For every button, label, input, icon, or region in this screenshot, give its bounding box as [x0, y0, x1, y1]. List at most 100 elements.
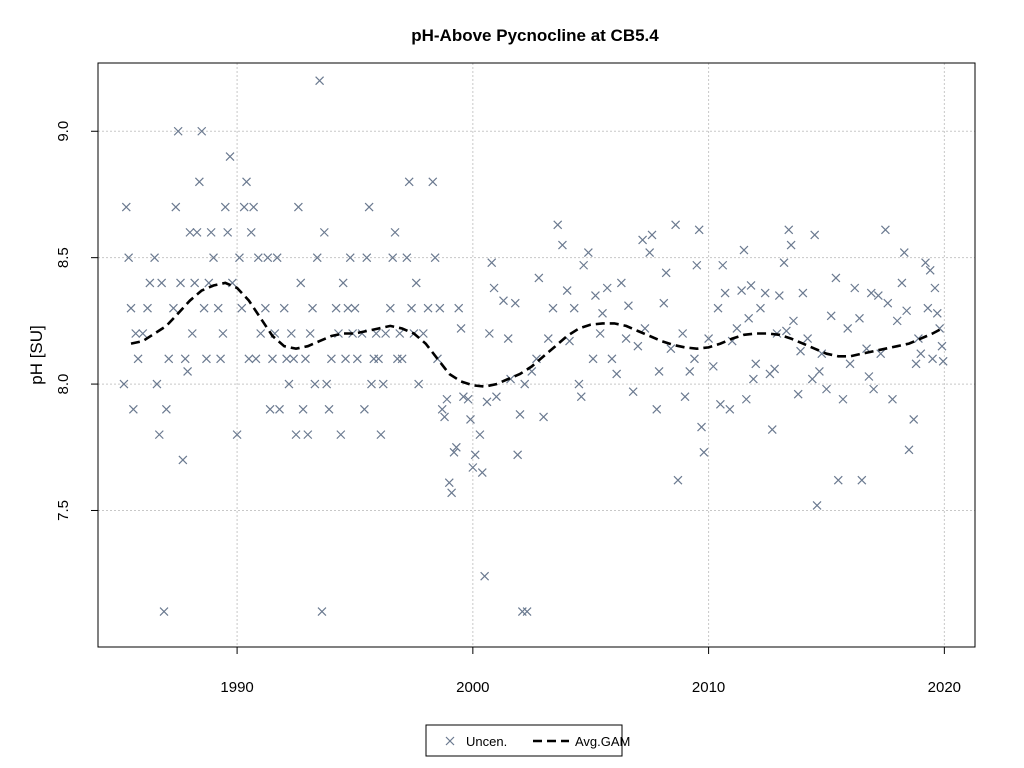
data-point — [470, 450, 480, 460]
data-point — [466, 415, 475, 424]
data-point — [468, 463, 478, 472]
data-point — [145, 278, 155, 288]
data-point — [242, 177, 251, 187]
data-point — [897, 278, 907, 288]
data-point — [510, 298, 520, 308]
data-point — [633, 341, 643, 351]
data-point — [652, 404, 662, 414]
y-axis: 7.5 8.0 8.5 9.0 — [55, 121, 98, 521]
data-point — [513, 450, 523, 460]
data-point — [767, 425, 777, 435]
data-point — [143, 303, 152, 313]
data-point — [562, 286, 572, 295]
data-point — [284, 379, 294, 389]
data-point — [746, 281, 756, 290]
data-point — [489, 283, 499, 293]
data-point — [876, 349, 886, 359]
legend-box — [425, 724, 623, 757]
data-point — [756, 303, 765, 313]
data-point — [232, 430, 242, 440]
data-point — [786, 240, 796, 250]
legend-gam-label: Avg.GAM — [575, 734, 630, 749]
data-point — [760, 288, 770, 298]
data-point — [176, 278, 185, 288]
data-point — [645, 248, 655, 258]
data-point — [921, 258, 930, 268]
data-point — [873, 291, 883, 301]
data-point — [553, 220, 563, 230]
data-point — [392, 354, 402, 364]
data-point — [866, 288, 876, 298]
data-point — [428, 177, 438, 187]
data-point — [152, 379, 162, 389]
data-point — [352, 354, 362, 364]
data-point — [310, 379, 320, 389]
data-point — [341, 354, 350, 364]
data-point — [216, 354, 226, 364]
data-point — [308, 303, 317, 313]
data-point — [598, 308, 607, 318]
data-point — [522, 607, 532, 617]
data-point — [708, 361, 718, 371]
data-point — [515, 409, 525, 419]
data-point — [659, 298, 669, 308]
data-point — [430, 253, 440, 263]
data-point — [517, 607, 527, 617]
data-point — [748, 374, 758, 384]
data-point — [843, 324, 853, 333]
grid — [98, 63, 975, 647]
data-point — [395, 329, 405, 338]
data-point — [928, 354, 937, 364]
data-point — [249, 202, 259, 212]
data-point — [932, 308, 942, 318]
y-tick-label: 8.0 — [55, 374, 72, 395]
data-point — [937, 341, 947, 351]
data-point — [268, 354, 277, 364]
data-point — [506, 374, 515, 384]
data-point — [374, 354, 383, 364]
data-point — [883, 298, 893, 308]
data-point — [565, 336, 574, 346]
data-point — [423, 303, 433, 313]
x-tick-label: 2020 — [928, 679, 961, 696]
data-point — [607, 354, 617, 364]
data-point — [411, 278, 421, 288]
data-point — [621, 334, 631, 343]
y-tick-label: 9.0 — [55, 121, 72, 142]
data-point — [484, 329, 494, 338]
data-point — [697, 422, 706, 432]
data-point — [164, 354, 174, 364]
data-point — [789, 316, 798, 326]
data-point — [190, 278, 200, 288]
data-point — [301, 354, 310, 364]
data-point — [336, 430, 346, 440]
data-point — [194, 177, 204, 187]
data-point — [407, 303, 416, 313]
data-point — [260, 303, 270, 313]
data-point — [803, 334, 813, 343]
data-point — [378, 379, 388, 389]
data-point — [616, 278, 626, 288]
data-point — [315, 76, 325, 86]
data-point — [810, 230, 820, 240]
data-point — [583, 248, 593, 258]
data-point — [661, 268, 671, 278]
data-point — [673, 475, 683, 485]
data-point — [817, 349, 827, 359]
data-point — [272, 253, 282, 263]
data-point — [499, 296, 508, 306]
x-tick-label: 2010 — [692, 679, 725, 696]
data-point — [938, 356, 948, 366]
data-point — [463, 394, 473, 404]
data-point — [739, 245, 749, 255]
data-point — [286, 329, 296, 338]
data-point — [451, 442, 461, 452]
data-point — [218, 329, 228, 338]
data-point — [126, 303, 136, 313]
data-point — [534, 273, 544, 283]
data-point — [694, 225, 704, 235]
data-point — [781, 326, 791, 336]
data-point — [345, 253, 355, 263]
data-point — [822, 384, 831, 394]
data-point — [367, 379, 376, 389]
